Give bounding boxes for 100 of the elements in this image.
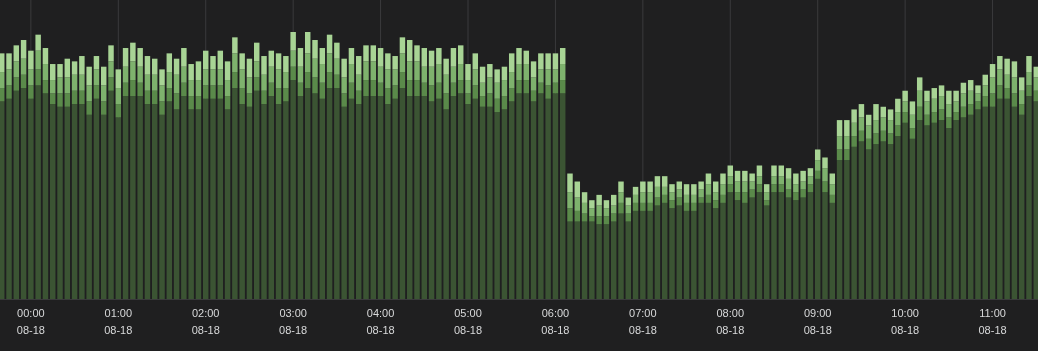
bar	[224, 109, 231, 299]
bar	[734, 192, 741, 201]
bar	[567, 221, 573, 299]
bar	[1011, 61, 1018, 78]
bar	[421, 96, 428, 299]
bar	[669, 192, 675, 201]
bar	[822, 192, 828, 299]
x-tick-label: 06:00 08-18	[541, 307, 570, 336]
bar	[727, 192, 734, 299]
bar	[873, 120, 879, 134]
bar	[57, 93, 63, 107]
bar	[836, 149, 843, 161]
bar	[552, 93, 559, 299]
bar	[224, 80, 231, 97]
bar	[851, 122, 857, 137]
bar	[720, 194, 726, 203]
bar	[268, 50, 275, 67]
bar	[479, 66, 486, 83]
bar	[341, 58, 347, 78]
bar	[807, 192, 814, 299]
bar	[530, 77, 537, 91]
bar	[115, 117, 122, 299]
bar	[581, 213, 588, 222]
bar	[654, 205, 661, 299]
bar	[625, 205, 632, 214]
bar	[6, 69, 12, 86]
bar	[916, 90, 923, 107]
bar	[348, 98, 355, 299]
bar	[6, 85, 12, 99]
bar	[530, 61, 537, 78]
bar	[559, 48, 566, 65]
bar	[414, 61, 420, 81]
bar	[567, 173, 573, 193]
bar	[355, 74, 362, 91]
bar	[909, 128, 916, 139]
bar	[101, 101, 107, 115]
bar	[1033, 101, 1038, 299]
bar	[144, 104, 151, 299]
bar	[428, 50, 435, 67]
bar	[887, 133, 894, 145]
bar	[1018, 104, 1025, 115]
bar	[414, 96, 420, 299]
bar	[414, 80, 420, 97]
bar	[6, 53, 12, 70]
bar	[625, 197, 632, 206]
bar	[858, 141, 865, 299]
bar	[246, 77, 253, 94]
bar	[625, 213, 632, 222]
bar	[603, 200, 610, 209]
bar	[406, 80, 413, 97]
bar	[166, 72, 173, 89]
bar	[465, 93, 471, 105]
bar	[57, 77, 63, 94]
bar	[457, 93, 464, 299]
bar	[304, 32, 311, 54]
bar	[771, 176, 777, 185]
bar	[195, 61, 202, 81]
bar	[844, 136, 850, 150]
bar	[217, 69, 224, 86]
bar	[756, 192, 763, 299]
bar	[457, 64, 464, 81]
bar	[152, 74, 158, 91]
bar	[712, 208, 719, 299]
bar	[406, 96, 413, 299]
bar	[610, 205, 617, 214]
x-tick-label: 10:00 08-18	[891, 307, 920, 336]
bar	[472, 98, 479, 299]
x-tick-label: 08:00 08-18	[716, 307, 745, 336]
x-tick-label: 09:00 08-18	[803, 307, 832, 336]
x-tick-label: 11:00 08-18	[978, 307, 1007, 336]
bar	[975, 85, 981, 94]
bar	[275, 88, 282, 105]
bar	[778, 176, 785, 185]
bar	[465, 80, 471, 94]
bar	[975, 109, 981, 299]
bar	[159, 101, 165, 115]
bar	[370, 45, 377, 62]
bar	[297, 96, 304, 299]
bar	[501, 109, 508, 299]
bar	[909, 138, 916, 299]
bar	[173, 109, 180, 299]
bar	[873, 104, 879, 121]
bar	[552, 53, 559, 70]
bar	[661, 186, 668, 195]
bar	[312, 40, 318, 59]
bar	[261, 90, 267, 105]
bar	[632, 210, 639, 299]
bar	[851, 136, 857, 147]
bar	[516, 48, 522, 65]
bar	[822, 168, 828, 182]
bar	[712, 192, 719, 201]
bar	[64, 106, 71, 299]
bar	[166, 101, 173, 299]
bar	[989, 106, 996, 299]
bar	[253, 77, 260, 91]
bar	[508, 72, 515, 89]
bar	[50, 93, 56, 105]
bar	[57, 106, 63, 299]
bar	[508, 101, 515, 299]
bar	[618, 202, 624, 214]
